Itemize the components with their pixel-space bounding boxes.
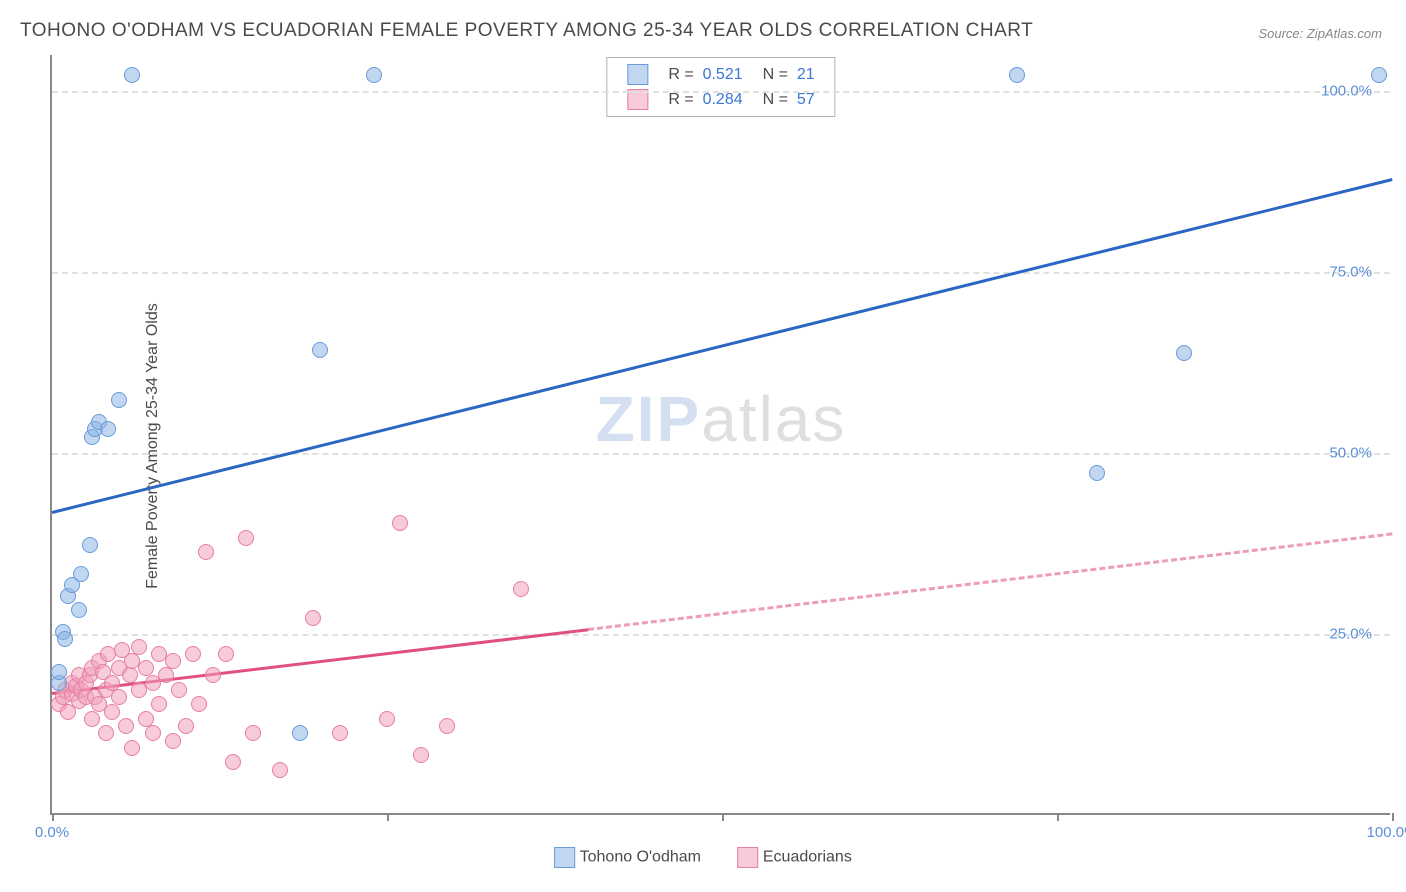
data-point: [151, 696, 167, 712]
data-point: [332, 725, 348, 741]
data-point: [513, 581, 529, 597]
gridline-horizontal: [52, 634, 1390, 636]
data-point: [205, 667, 221, 683]
data-point: [292, 725, 308, 741]
x-tick-mark: [1392, 813, 1394, 821]
watermark: ZIPatlas: [596, 382, 847, 456]
plot-area: ZIPatlas R = 0.521 N = 21 R = 0.284 N = …: [50, 55, 1390, 815]
x-tick-label: 0.0%: [35, 824, 69, 841]
n-label: N =: [763, 66, 788, 83]
data-point: [392, 515, 408, 531]
data-point: [100, 421, 116, 437]
data-point: [122, 667, 138, 683]
n-value-0: 21: [797, 66, 815, 83]
data-point: [57, 631, 73, 647]
gridline-horizontal: [52, 453, 1390, 455]
data-point: [1176, 345, 1192, 361]
legend-item: Tohono O'odham: [554, 847, 701, 868]
data-point: [131, 639, 147, 655]
data-point: [111, 392, 127, 408]
x-tick-mark: [387, 813, 389, 821]
data-point: [73, 566, 89, 582]
data-point: [71, 602, 87, 618]
data-point: [198, 544, 214, 560]
data-point: [218, 646, 234, 662]
data-point: [165, 733, 181, 749]
r-label: R =: [668, 66, 693, 83]
chart-container: TOHONO O'ODHAM VS ECUADORIAN FEMALE POVE…: [0, 0, 1406, 892]
legend-stats-row: R = 0.521 N = 21: [617, 62, 824, 87]
data-point: [84, 711, 100, 727]
data-point: [413, 747, 429, 763]
data-point: [379, 711, 395, 727]
data-point: [104, 704, 120, 720]
data-point: [158, 667, 174, 683]
r-value-0: 0.521: [703, 66, 743, 83]
data-point: [439, 718, 455, 734]
data-point: [305, 610, 321, 626]
data-point: [178, 718, 194, 734]
x-tick-label: 100.0%: [1367, 824, 1406, 841]
legend-swatch-series-1: [737, 847, 758, 868]
x-tick-mark: [722, 813, 724, 821]
trend-line: [52, 178, 1393, 514]
data-point: [124, 740, 140, 756]
legend-item: Ecuadorians: [737, 847, 851, 868]
source-name: ZipAtlas.com: [1307, 26, 1382, 41]
data-point: [191, 696, 207, 712]
data-point: [51, 664, 67, 680]
watermark-bold: ZIP: [596, 383, 702, 455]
data-point: [272, 762, 288, 778]
source-attribution: Source: ZipAtlas.com: [1258, 26, 1382, 41]
data-point: [1009, 67, 1025, 83]
data-point: [124, 67, 140, 83]
legend-swatch-series-0: [627, 64, 648, 85]
data-point: [82, 537, 98, 553]
data-point: [111, 689, 127, 705]
watermark-light: atlas: [701, 383, 846, 455]
data-point: [98, 725, 114, 741]
legend-stats-box: R = 0.521 N = 21 R = 0.284 N = 57: [606, 57, 835, 117]
data-point: [366, 67, 382, 83]
data-point: [245, 725, 261, 741]
data-point: [225, 754, 241, 770]
data-point: [165, 653, 181, 669]
x-tick-mark: [1057, 813, 1059, 821]
trend-line: [588, 533, 1392, 632]
data-point: [1089, 465, 1105, 481]
source-label: Source:: [1258, 26, 1306, 41]
data-point: [238, 530, 254, 546]
data-point: [118, 718, 134, 734]
data-point: [185, 646, 201, 662]
legend-swatch-series-0: [554, 847, 575, 868]
x-tick-mark: [52, 813, 54, 821]
data-point: [145, 725, 161, 741]
y-tick-label: 25.0%: [1329, 626, 1372, 643]
gridline-horizontal: [52, 91, 1390, 93]
legend-series-box: Tohono O'odham Ecuadorians: [538, 847, 868, 868]
legend-item-label: Tohono O'odham: [580, 849, 701, 866]
gridline-horizontal: [52, 272, 1390, 274]
chart-title: TOHONO O'ODHAM VS ECUADORIAN FEMALE POVE…: [20, 20, 1033, 42]
y-tick-label: 75.0%: [1329, 264, 1372, 281]
legend-item-label: Ecuadorians: [763, 849, 852, 866]
y-tick-label: 50.0%: [1329, 445, 1372, 462]
data-point: [312, 342, 328, 358]
data-point: [1371, 67, 1387, 83]
data-point: [171, 682, 187, 698]
y-tick-label: 100.0%: [1321, 83, 1372, 100]
